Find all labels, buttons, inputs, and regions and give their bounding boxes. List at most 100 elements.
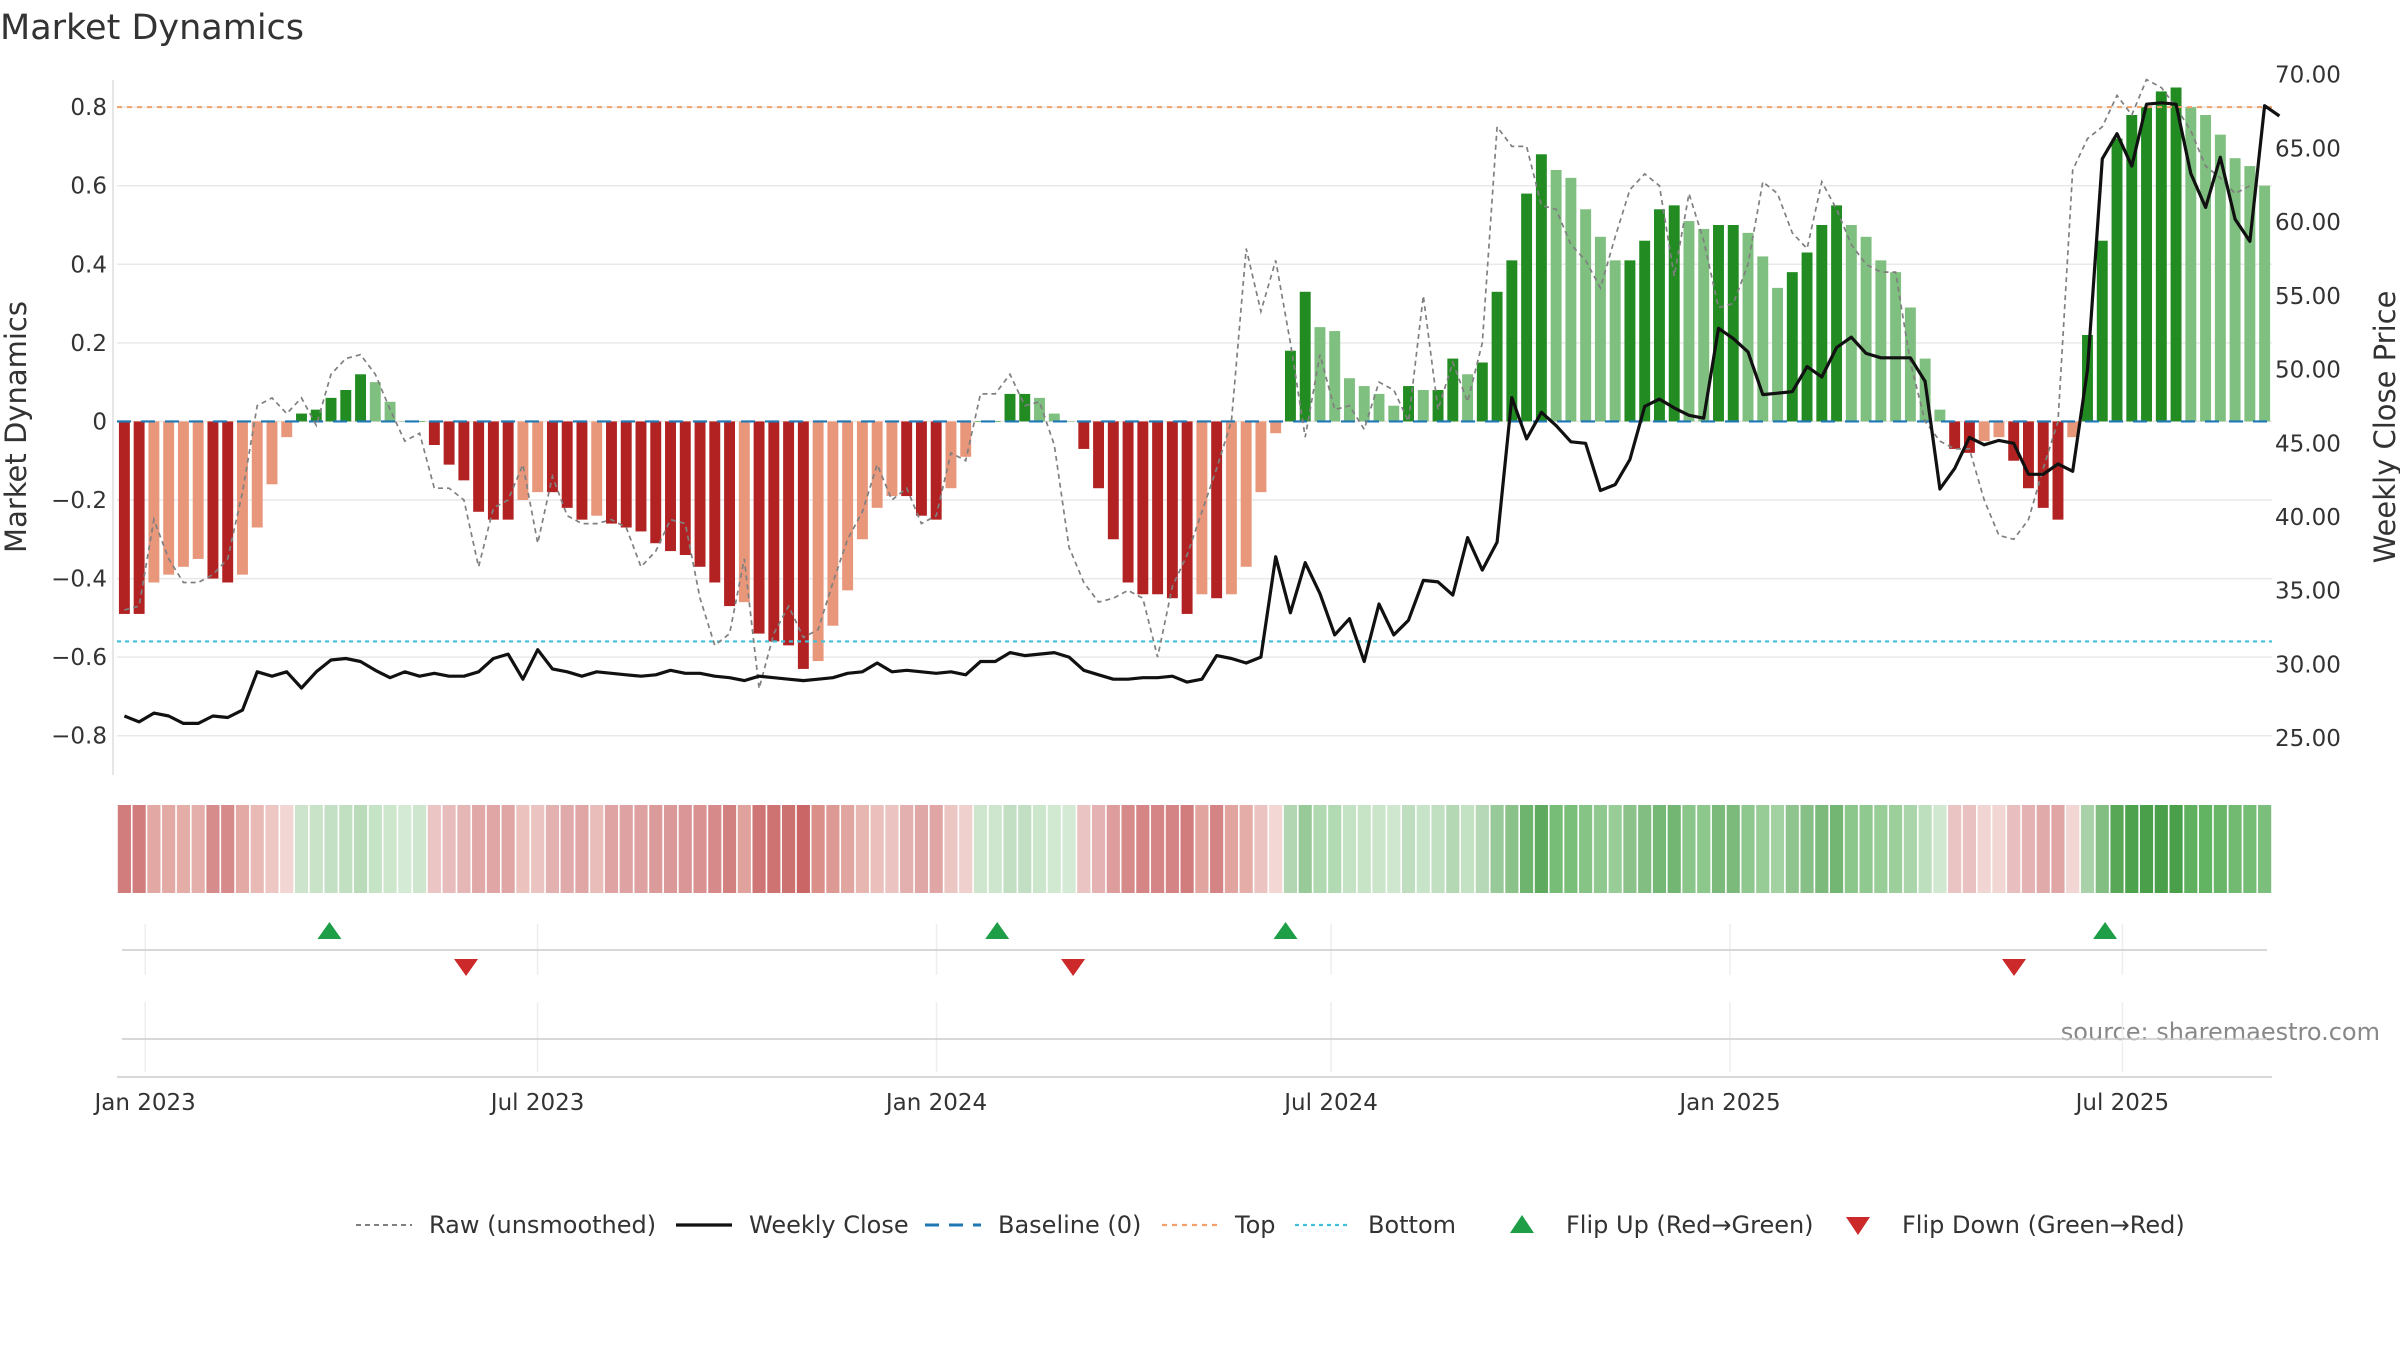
regime-cell (914, 805, 929, 893)
regime-cell (575, 805, 589, 893)
regime-cell (1652, 805, 1667, 893)
flip-up-marker (2093, 922, 2118, 939)
regime-cell (619, 805, 633, 893)
bar (1845, 225, 1857, 422)
regime-cell (855, 805, 869, 893)
bar (1358, 386, 1370, 422)
bar (1388, 405, 1400, 422)
regime-cell (1638, 805, 1652, 893)
legend-label: Raw (unsmoothed) (429, 1211, 656, 1239)
regime-cell (501, 805, 515, 893)
regime-cell (2213, 805, 2227, 893)
regime-cell (221, 805, 235, 893)
date-tick-label: Jan 2024 (884, 1090, 987, 1116)
regime-cell (1077, 805, 1091, 893)
regime-cell (294, 805, 309, 893)
bar (915, 421, 927, 516)
bar (709, 421, 721, 583)
regime-cell (2243, 805, 2257, 893)
flip-up-marker (985, 922, 1010, 939)
regime-cell (339, 805, 353, 893)
bar (2141, 107, 2152, 422)
right-tick-label: 30.00 (2275, 652, 2341, 678)
bar (1550, 170, 1562, 422)
bars-layer (118, 87, 2271, 669)
bar (1166, 421, 1178, 599)
regime-cell (1874, 805, 1888, 893)
regime-cell (472, 805, 486, 893)
regime-cell (1328, 805, 1342, 893)
bar (989, 421, 1001, 422)
bar (842, 421, 854, 591)
regime-cell (280, 805, 294, 893)
left-tick-label: −0.2 (51, 488, 107, 514)
left-axis-title: Market Dynamics (0, 301, 33, 553)
regime-cell (1298, 805, 1312, 893)
legend-item-raw: Raw (unsmoothed) (356, 1211, 656, 1239)
bar (2185, 107, 2197, 422)
bar (827, 421, 839, 626)
bar (2155, 91, 2167, 422)
regime-cell (1608, 805, 1622, 893)
bar (1299, 291, 1311, 422)
bar (473, 421, 485, 512)
regime-cell (1003, 805, 1017, 893)
bar (635, 421, 647, 532)
bar (1639, 240, 1651, 422)
bar (546, 421, 558, 493)
right-axis-title: Weekly Close Price (2368, 291, 2400, 564)
bar (1255, 421, 1267, 493)
bar (650, 421, 662, 544)
legend-label: Top (1234, 1211, 1276, 1239)
legend-label: Baseline (0) (998, 1211, 1141, 1239)
bar (532, 421, 544, 493)
bar (1417, 390, 1429, 422)
regime-cell (560, 805, 574, 893)
bar (2214, 134, 2226, 422)
regime-cell (2095, 805, 2109, 893)
right-tick-label: 45.00 (2275, 431, 2341, 457)
regime-cell (1593, 805, 1607, 893)
bar (1875, 260, 1887, 422)
regime-cell (590, 805, 604, 893)
bar (281, 421, 293, 438)
date-tick-label: Jan 2023 (93, 1090, 196, 1116)
regime-cell (1623, 805, 1637, 893)
bar (163, 421, 175, 575)
bar (1521, 193, 1533, 422)
legend-label: Bottom (1368, 1211, 1456, 1239)
bar (1993, 421, 2005, 438)
bar (399, 421, 411, 422)
regime-cell (1859, 805, 1873, 893)
bar (369, 382, 381, 422)
regime-cell (1136, 805, 1150, 893)
regime-cell (1711, 805, 1726, 893)
bar (2126, 115, 2138, 422)
axes-layer: 0.8 0.6 0.4 0.2 0 −0.2 −0.4 −0.6 −0.8 70.00 65.00 6… (51, 63, 2341, 775)
regime-cell (383, 805, 397, 893)
regime-cell (2021, 805, 2036, 893)
bar (1698, 228, 1710, 422)
regime-cell (663, 805, 678, 893)
regime-cell (1047, 805, 1061, 893)
right-tick-label: 40.00 (2275, 505, 2341, 531)
regime-cell (1682, 805, 1696, 893)
bar (886, 421, 898, 497)
regime-cell (1239, 805, 1253, 893)
bar (1344, 378, 1355, 422)
bar (118, 421, 130, 614)
regime-cell (516, 805, 530, 893)
bar (2229, 158, 2241, 422)
bar (414, 421, 426, 422)
right-tick-label: 35.00 (2275, 579, 2341, 605)
regime-cell (206, 805, 220, 893)
weekly-close-line (123, 101, 2281, 725)
regime-cell (1948, 805, 1962, 893)
regime-cell (324, 805, 338, 893)
regime-cell (796, 805, 810, 893)
regime-cell (1460, 805, 1475, 893)
right-tick-label: 25.00 (2275, 726, 2341, 752)
regime-cell (2080, 805, 2095, 893)
regime-cell (885, 805, 899, 893)
